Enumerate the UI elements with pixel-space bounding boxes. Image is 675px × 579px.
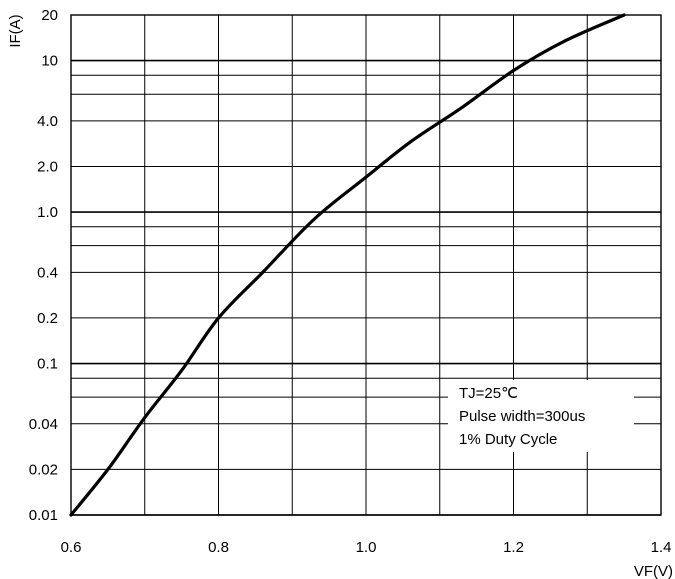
x-axis-label: VF(V)	[634, 563, 673, 579]
x-tick-label: 0.8	[208, 539, 229, 556]
x-tick-label: 1.2	[503, 539, 524, 556]
y-tick-label: 0.4	[37, 264, 58, 281]
annotation-line: TJ=25℃	[459, 385, 518, 402]
y-tick-label: 0.1	[37, 356, 58, 373]
y-tick-label: 0.2	[37, 310, 58, 327]
y-tick-label: 4.0	[37, 113, 58, 130]
y-axis-label: IF(A)	[7, 14, 24, 47]
y-tick-label: 0.02	[29, 461, 58, 478]
y-tick-label: 10	[41, 53, 58, 70]
y-tick-label: 2.0	[37, 158, 58, 175]
plot-frame	[70, 14, 662, 516]
y-tick-label: 0.01	[29, 507, 58, 524]
x-tick-labels: 0.6 0.8 1.0 1.2 1.4	[61, 539, 672, 556]
plot-border	[70, 14, 662, 516]
annotation-box: TJ=25℃ Pulse width=300us 1% Duty Cycle	[448, 380, 634, 452]
annotation-line: 1% Duty Cycle	[459, 431, 557, 448]
x-tick-label: 0.6	[61, 539, 82, 556]
y-tick-label: 20	[41, 7, 58, 24]
forward-curve	[69, 13, 626, 517]
x-tick-label: 1.4	[651, 539, 672, 556]
x-tick-label: 1.0	[356, 539, 377, 556]
y-tick-label: 1.0	[37, 204, 58, 221]
annotation-background	[448, 380, 634, 452]
y-tick-label: 0.04	[29, 416, 58, 433]
series-line	[69, 13, 626, 517]
y-tick-labels: 0.01 0.02 0.04 0.1 0.2 0.4 1.0 2.0 4.0 10 20	[29, 7, 58, 524]
grid-lines	[70, 14, 662, 516]
annotation-line: Pulse width=300us	[459, 408, 585, 425]
